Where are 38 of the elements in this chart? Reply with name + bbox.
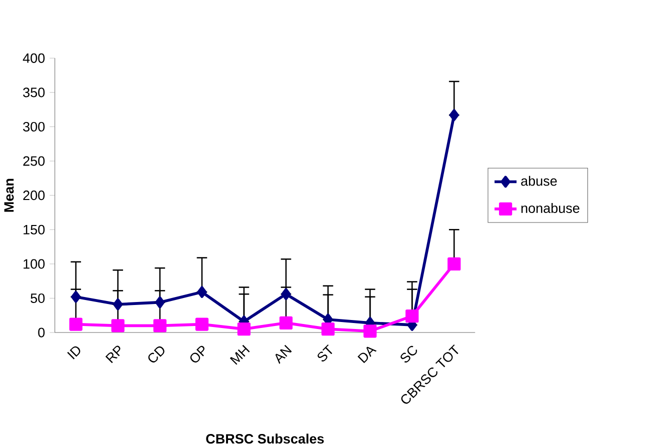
point xyxy=(155,296,165,308)
point xyxy=(406,310,419,323)
y-tick-label: 400 xyxy=(22,53,45,63)
point xyxy=(153,319,166,332)
point xyxy=(237,322,251,336)
point xyxy=(279,316,293,330)
y-tick-label: 350 xyxy=(23,88,45,98)
y-tick-label: 50 xyxy=(30,293,45,304)
x-tick-label: MH xyxy=(230,344,250,365)
x-tick-label: SC xyxy=(400,346,417,363)
legend-label: nonabuse xyxy=(521,203,580,214)
point xyxy=(281,288,291,300)
x-tick-label: RP xyxy=(105,346,120,364)
y-tick-label: 100 xyxy=(24,259,45,269)
y-tick-label: 200 xyxy=(23,190,45,200)
x-tick-label: CD xyxy=(148,346,164,362)
point xyxy=(69,318,82,331)
x-tick-label: OP xyxy=(190,346,204,363)
y-tick-label: 150 xyxy=(24,224,45,234)
y-tick-label: 300 xyxy=(23,122,45,132)
point xyxy=(363,324,377,338)
point xyxy=(111,319,124,332)
point xyxy=(113,298,123,310)
y-tick-label: 0 xyxy=(38,328,45,338)
y-tick-label: 250 xyxy=(23,156,45,166)
x-axis-title: CBRSC Subscales xyxy=(206,434,324,444)
point xyxy=(321,322,335,336)
point xyxy=(71,290,81,303)
x-tick-label: ST xyxy=(318,344,332,362)
x-tick-label: ID xyxy=(67,346,80,360)
legend-label: abuse xyxy=(521,176,557,186)
point xyxy=(195,318,209,331)
x-tick-label: DA xyxy=(358,346,377,364)
point xyxy=(197,286,207,298)
x-tick-label: AN xyxy=(275,344,292,364)
y-axis-title: Mean xyxy=(4,178,14,212)
point xyxy=(449,109,459,122)
point xyxy=(448,257,461,271)
